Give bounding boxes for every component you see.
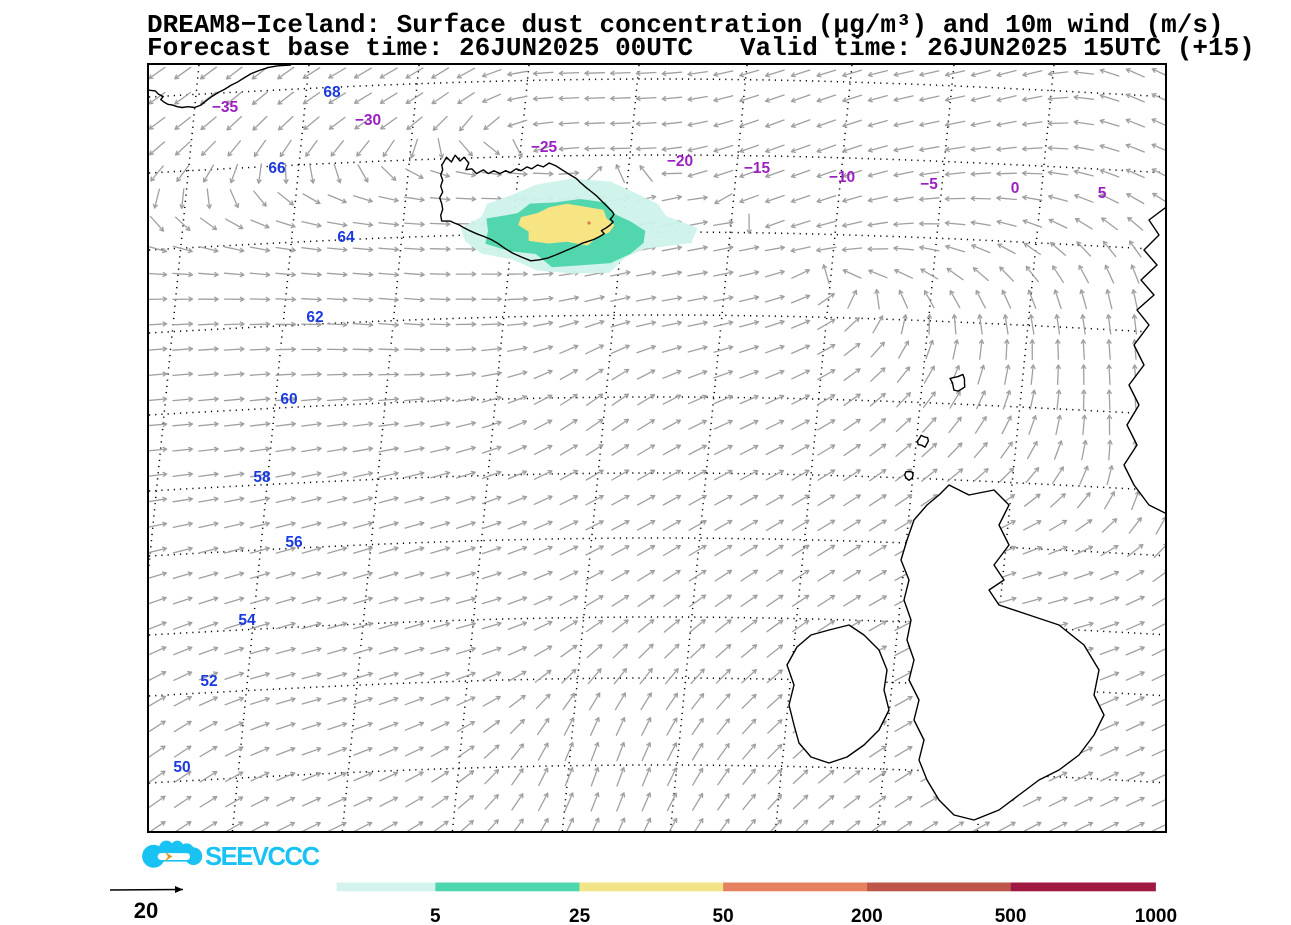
svg-text:5: 5 — [430, 906, 441, 925]
svg-text:20: 20 — [134, 898, 158, 923]
svg-text:500: 500 — [995, 906, 1027, 925]
svg-text:1000: 1000 — [1135, 906, 1177, 925]
svg-text:50: 50 — [713, 906, 734, 925]
svg-text:200: 200 — [851, 906, 883, 925]
svg-text:25: 25 — [569, 906, 591, 925]
